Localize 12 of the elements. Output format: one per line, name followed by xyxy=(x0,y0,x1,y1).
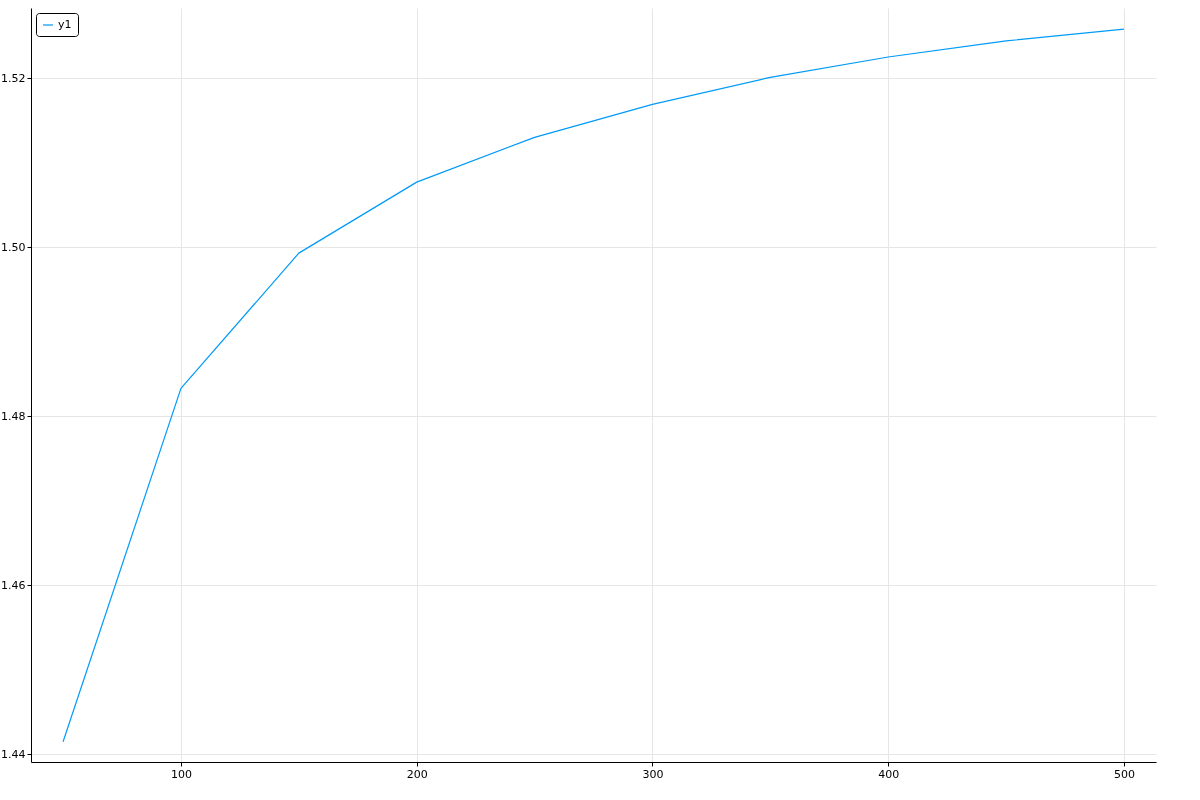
y-tick-label: 1.48 xyxy=(1,409,26,423)
x-tick-label: 500 xyxy=(1113,767,1135,781)
y-tick-label: 1.50 xyxy=(1,240,26,254)
y-tick-label: 1.44 xyxy=(1,747,26,761)
x-tick-label: 100 xyxy=(170,767,192,781)
x-tick-label: 200 xyxy=(406,767,428,781)
x-tick-label: 400 xyxy=(878,767,900,781)
y-tick-label: 1.46 xyxy=(1,578,26,592)
legend-label: y1 xyxy=(58,18,72,31)
line-series xyxy=(62,28,1125,743)
y-tick-label: 1.52 xyxy=(1,71,26,85)
x-tick-label: 300 xyxy=(642,767,664,781)
